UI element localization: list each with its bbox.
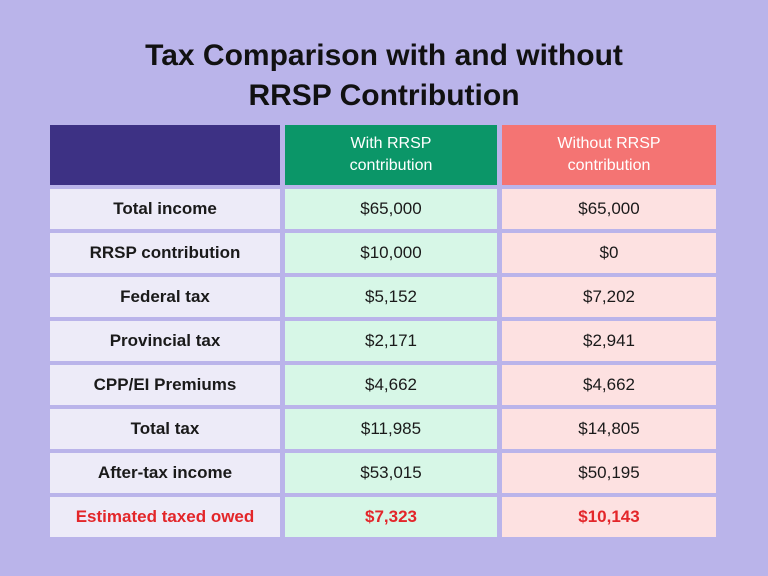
row-label-text: Estimated taxed owed [75,507,255,526]
value-cell-text: $14,805 [578,419,640,438]
row-label-text: Federal tax [120,287,210,306]
value-cell-text: $53,015 [360,463,422,482]
value-cell: $53,015 [285,453,497,493]
value-cell: $14,805 [502,409,716,449]
value-cell: $10,143 [502,497,716,537]
value-cell-text: $2,941 [583,331,635,350]
value-cell: $4,662 [502,365,716,405]
value-cell-text: $65,000 [360,199,422,218]
value-cell-text: $4,662 [365,375,417,394]
value-cell-text: $2,171 [365,331,417,350]
value-cell-text: $65,000 [578,199,640,218]
value-cell-text: $5,152 [365,287,417,306]
row-label-text: Provincial tax [109,331,221,350]
value-cell: $7,323 [285,497,497,537]
value-cell: $65,000 [285,189,497,229]
row-label: Estimated taxed owed [50,497,280,537]
comparison-table: With RRSP contribution Without RRSP contr… [50,125,716,537]
value-cell: $11,985 [285,409,497,449]
value-cell: $65,000 [502,189,716,229]
value-cell: $5,152 [285,277,497,317]
header-blank [50,125,280,185]
value-cell: $0 [502,233,716,273]
title: Tax Comparison with and without RRSP Con… [145,39,623,112]
value-cell-text: $10,143 [578,507,640,526]
value-cell: $10,000 [285,233,497,273]
value-cell-text: $11,985 [360,419,422,438]
value-cell-text: $4,662 [583,375,635,394]
row-label: Federal tax [50,277,280,317]
row-label: After-tax income [50,453,280,493]
value-cell-text: $0 [599,243,619,262]
value-cell-text: $7,323 [365,507,417,526]
value-cell: $50,195 [502,453,716,493]
row-label: Total tax [50,409,280,449]
row-label-text: Total income [113,199,217,218]
value-cell-text: $50,195 [578,463,640,482]
value-cell: $4,662 [285,365,497,405]
row-label: RRSP contribution [50,233,280,273]
row-label: Provincial tax [50,321,280,361]
row-label-text: CPP/EI Premiums [93,375,237,394]
row-label-text: RRSP contribution [89,243,241,262]
value-cell: $7,202 [502,277,716,317]
column-header: Without RRSP contribution [502,125,716,185]
value-cell: $2,941 [502,321,716,361]
value-cell-text: $10,000 [360,243,422,262]
row-label-text: Total tax [130,419,200,438]
column-header-text: Without RRSP contribution [557,135,661,174]
column-header-text: With RRSP contribution [349,135,433,174]
value-cell: $2,171 [285,321,497,361]
value-cell-text: $7,202 [583,287,635,306]
row-label: CPP/EI Premiums [50,365,280,405]
row-label-text: After-tax income [97,463,233,482]
column-header: With RRSP contribution [285,125,497,185]
row-label: Total income [50,189,280,229]
